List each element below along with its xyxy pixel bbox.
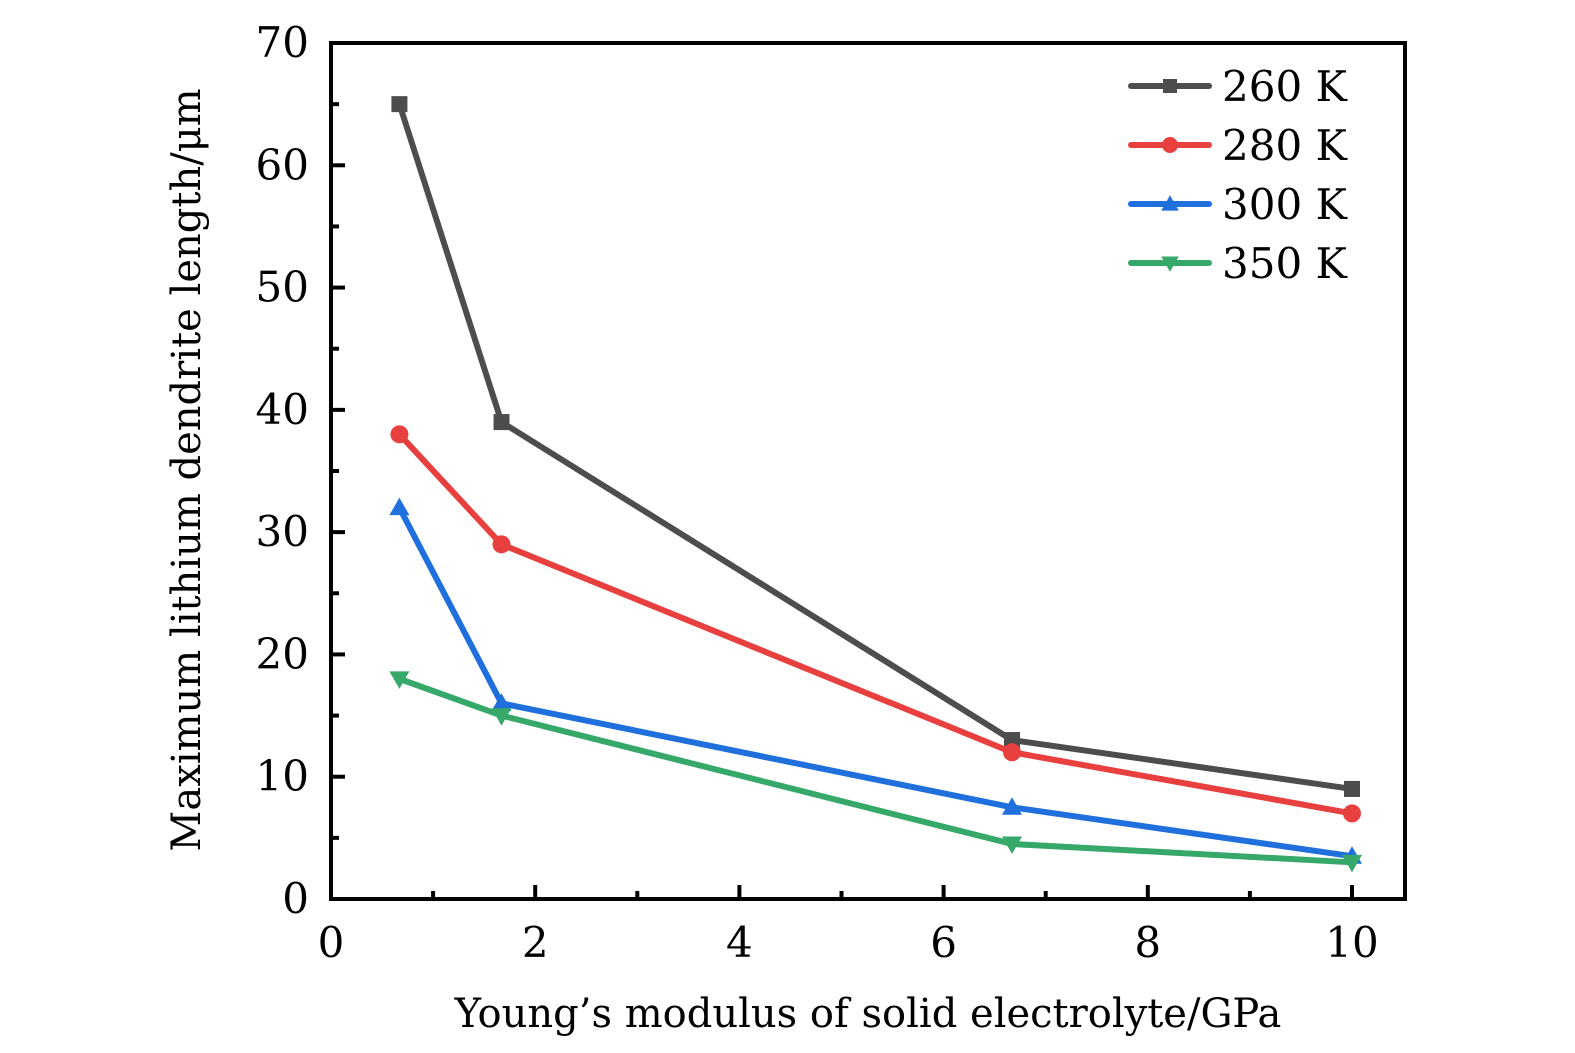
legend-label: 300 K bbox=[1222, 180, 1349, 229]
data-point-circle bbox=[1003, 743, 1022, 762]
legend-label: 280 K bbox=[1222, 121, 1349, 170]
series-280-k bbox=[390, 425, 1361, 823]
data-point-triangle-up bbox=[1161, 195, 1179, 211]
x-tick-label: 8 bbox=[1134, 918, 1161, 967]
series-line bbox=[396, 103, 1353, 792]
data-point-square bbox=[1163, 79, 1177, 93]
y-axis-title: Maximum lithium dendrite length/μm bbox=[164, 88, 210, 851]
data-point-square bbox=[1344, 780, 1360, 797]
legend-label: 260 K bbox=[1222, 62, 1349, 111]
series-line bbox=[397, 432, 1353, 817]
series-line bbox=[398, 676, 1353, 866]
y-tick-label: 0 bbox=[282, 874, 309, 923]
x-tick-label: 0 bbox=[318, 918, 345, 967]
data-point-circle bbox=[1343, 804, 1361, 823]
data-point-circle bbox=[390, 425, 409, 444]
y-tick-label: 60 bbox=[256, 140, 309, 189]
data-point-triangle-down bbox=[1161, 256, 1179, 272]
data-point-square bbox=[391, 96, 408, 113]
legend-item: 300 K bbox=[1128, 180, 1349, 229]
plot-area bbox=[389, 96, 1362, 873]
x-tick-label: 4 bbox=[726, 918, 753, 967]
data-point-square bbox=[493, 414, 510, 431]
data-point-triangle-down bbox=[389, 671, 410, 689]
y-tick-label: 50 bbox=[256, 263, 309, 312]
y-tick-label: 40 bbox=[256, 385, 309, 434]
legend-item: 260 K bbox=[1128, 62, 1349, 111]
series-300-k bbox=[389, 497, 1362, 864]
data-point-square bbox=[1004, 732, 1021, 749]
legend: 260 K 280 K 300 K 350 K bbox=[1128, 62, 1349, 288]
data-point-triangle-down bbox=[1342, 854, 1362, 873]
legend-item: 280 K bbox=[1128, 121, 1349, 170]
series-line bbox=[396, 506, 1353, 860]
tick-labels: 0 2 4 6 8 10 0 10 20 30 40 50 60 70 bbox=[256, 18, 1379, 967]
data-point-triangle-up bbox=[491, 693, 512, 711]
x-tick-label: 6 bbox=[930, 918, 957, 967]
data-point-triangle-down bbox=[1002, 836, 1023, 854]
y-tick-label: 30 bbox=[256, 507, 309, 556]
x-tick-label: 10 bbox=[1325, 918, 1378, 967]
legend-label: 350 K bbox=[1222, 239, 1349, 288]
data-point-triangle-down bbox=[491, 708, 512, 726]
y-tick-label: 10 bbox=[256, 752, 309, 801]
data-point-circle bbox=[492, 535, 511, 554]
axis-ticks bbox=[329, 41, 1354, 901]
data-point-triangle-up bbox=[1002, 797, 1023, 815]
y-tick-label: 70 bbox=[256, 18, 309, 67]
x-axis-title: Young’s modulus of solid electrolyte/GPa bbox=[454, 991, 1282, 1037]
x-tick-label: 2 bbox=[522, 918, 549, 967]
series-350-k bbox=[389, 671, 1362, 873]
series-260-k bbox=[391, 96, 1360, 797]
data-point-circle bbox=[1162, 137, 1178, 153]
legend-item: 350 K bbox=[1128, 239, 1349, 288]
y-tick-label: 20 bbox=[256, 629, 309, 678]
data-point-triangle-up bbox=[389, 497, 410, 516]
